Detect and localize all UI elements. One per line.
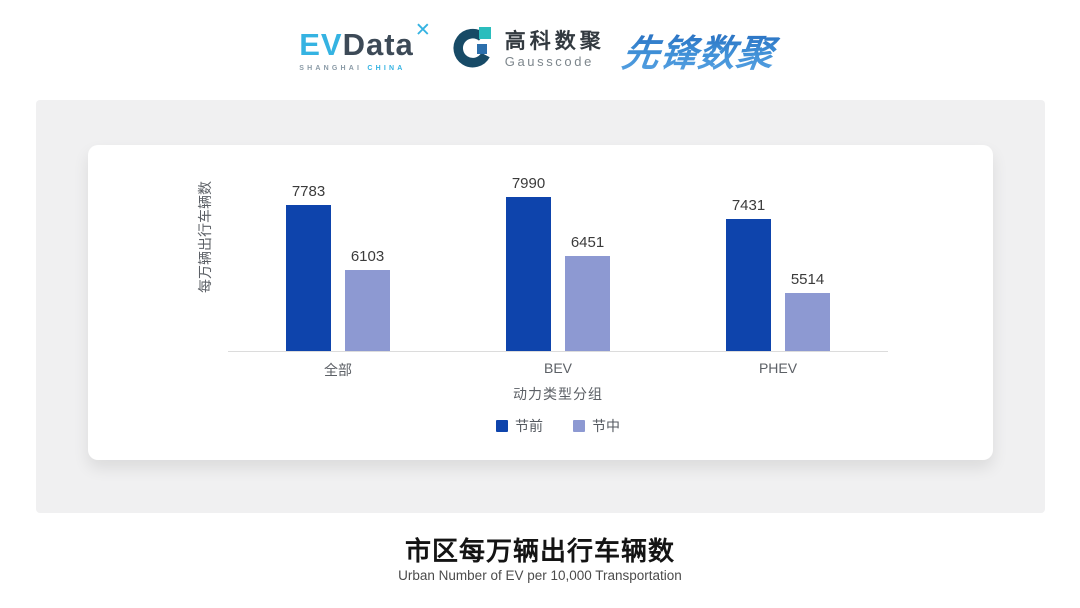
- evdata-data-text: Data: [342, 26, 414, 62]
- legend-item-节前[interactable]: 节前: [496, 416, 543, 436]
- bar-value-label: 6451: [570, 234, 605, 251]
- bar-column: 7431: [726, 197, 771, 351]
- legend: 节前 节中: [496, 416, 620, 436]
- pioneer-logo: 先锋数聚: [619, 23, 785, 77]
- evdata-shanghai-text: SHANGHAI: [299, 64, 363, 72]
- bar-group-全部: 7783 6103 全部: [228, 183, 448, 378]
- legend-swatch: [573, 420, 585, 432]
- gausscode-en-text: Gausscode: [504, 54, 594, 70]
- bar-value-label: 5514: [790, 271, 825, 288]
- legend-label: 节前: [515, 418, 543, 434]
- brand-header: EV Data ✕ SHANGHAI CHINA 高科数聚 Gausscode 先锋…: [0, 0, 1080, 100]
- category-label-PHEV: PHEV: [758, 360, 798, 376]
- evdata-china-text: CHINA: [367, 64, 406, 72]
- legend-item-节中[interactable]: 节中: [573, 416, 620, 436]
- bar-value-label: 7431: [731, 197, 766, 214]
- bar-group-BEV: 7990 6451 BEV: [448, 175, 668, 376]
- x-axis-title: 动力类型分组: [513, 386, 603, 402]
- bar-group-PHEV: 7431 5514 PHEV: [668, 186, 888, 376]
- bar-value-label: 6103: [350, 248, 385, 265]
- category-label-BEV: BEV: [543, 360, 572, 376]
- category-label-全部: 全部: [324, 362, 352, 378]
- y-axis-label: 每万辆出行车辆数: [197, 181, 213, 293]
- bar-value-label: 7990: [511, 175, 546, 192]
- chart-subtitle: Urban Number of EV per 10,000 Transporta…: [398, 568, 682, 583]
- bar-column: 6451: [565, 234, 610, 351]
- gausscode-text: 高科数聚 Gausscode: [505, 30, 605, 69]
- bar-节中-全部[interactable]: [345, 270, 390, 351]
- bar-column: 7783: [286, 183, 331, 351]
- chart-card: 每万辆出行车辆数 7783 6103 全部 7990 6451 BEV 7431 5514 PH…: [88, 145, 993, 460]
- evdata-logo: EV Data ✕ SHANGHAI CHINA: [299, 21, 431, 72]
- evdata-ev-text: EV: [299, 26, 343, 62]
- evdata-wordmark: EV Data ✕: [299, 21, 431, 62]
- evdata-star-icon: ✕: [414, 19, 432, 41]
- plot-area: 7783 6103 全部 7990 6451 BEV 7431 5514 PHEV: [228, 175, 888, 378]
- chart-panel: 每万辆出行车辆数 7783 6103 全部 7990 6451 BEV 7431 5514 PH…: [36, 100, 1045, 513]
- bar-column: 7990: [506, 175, 551, 351]
- legend-label: 节中: [592, 418, 620, 434]
- bar-column: 6103: [345, 248, 390, 351]
- legend-swatch: [496, 420, 508, 432]
- evdata-subtext: SHANGHAI CHINA: [299, 65, 431, 72]
- bar-节前-BEV[interactable]: [506, 197, 551, 351]
- bar-节中-PHEV[interactable]: [785, 293, 830, 351]
- gausscode-g-icon: [450, 25, 496, 76]
- gausscode-cn-text: 高科数聚: [504, 30, 605, 54]
- bar-节前-PHEV[interactable]: [726, 219, 771, 351]
- bar-column: 5514: [785, 271, 830, 351]
- chart-title: 市区每万辆出行车辆数: [404, 536, 675, 566]
- bar-value-label: 7783: [291, 183, 326, 200]
- bar-节中-BEV[interactable]: [565, 256, 610, 351]
- gausscode-logo: 高科数聚 Gausscode: [450, 25, 605, 76]
- bar-节前-全部[interactable]: [286, 205, 331, 351]
